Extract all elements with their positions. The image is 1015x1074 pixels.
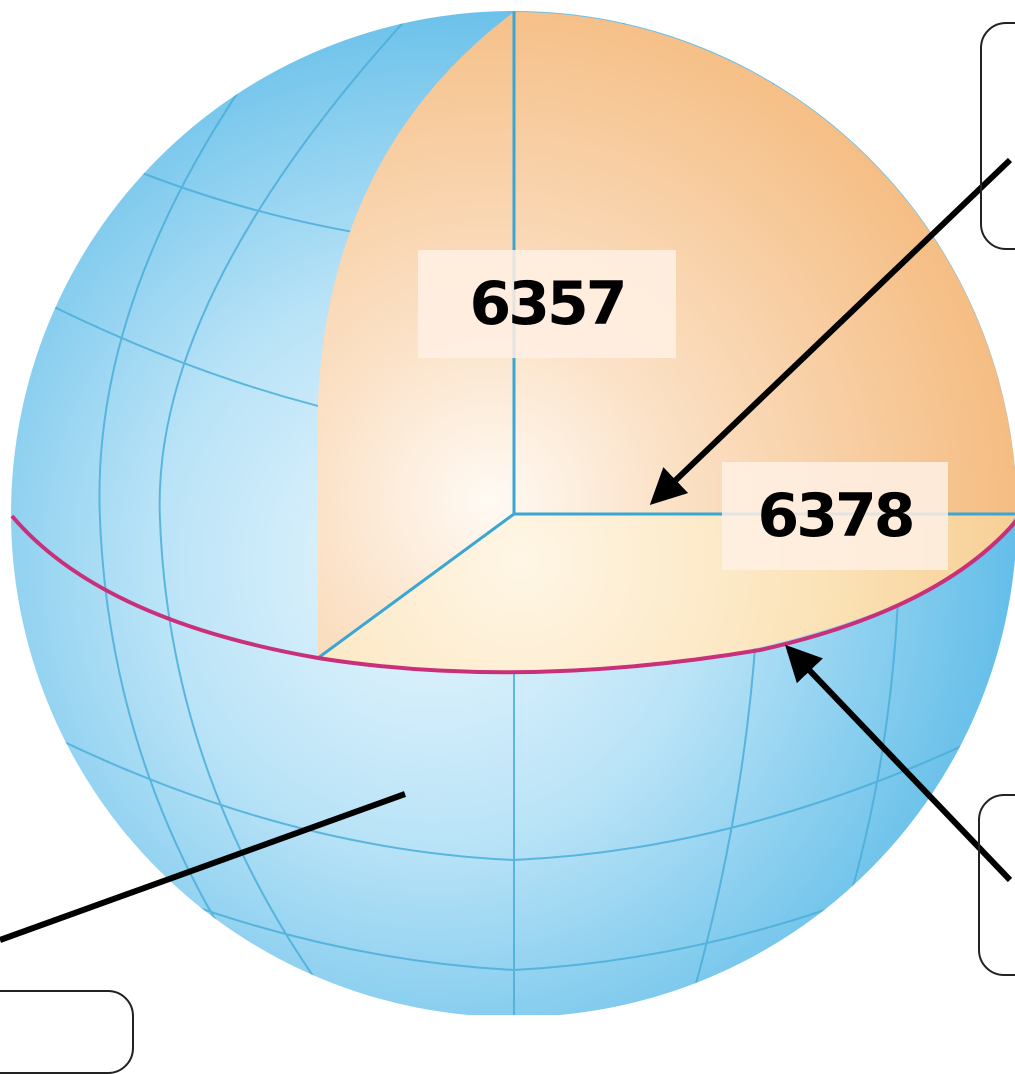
arrow-to-equator bbox=[785, 644, 1013, 883]
equatorial-radius-label: 6378 bbox=[722, 462, 948, 570]
earth-cutaway-diagram bbox=[0, 11, 1015, 1015]
callout-box-bottom-left bbox=[0, 990, 134, 1074]
cutaway-side-face bbox=[318, 12, 514, 658]
equator-line bbox=[10, 514, 1015, 675]
callout-box-top-right bbox=[980, 22, 1015, 250]
arrow-to-surface bbox=[0, 791, 407, 943]
polar-radius-label: 6357 bbox=[418, 250, 676, 358]
callout-box-bottom-right bbox=[978, 794, 1015, 976]
cutaway-back-face bbox=[514, 12, 1015, 514]
pointer-arrows bbox=[0, 157, 1013, 943]
arrow-to-center bbox=[649, 157, 1013, 505]
